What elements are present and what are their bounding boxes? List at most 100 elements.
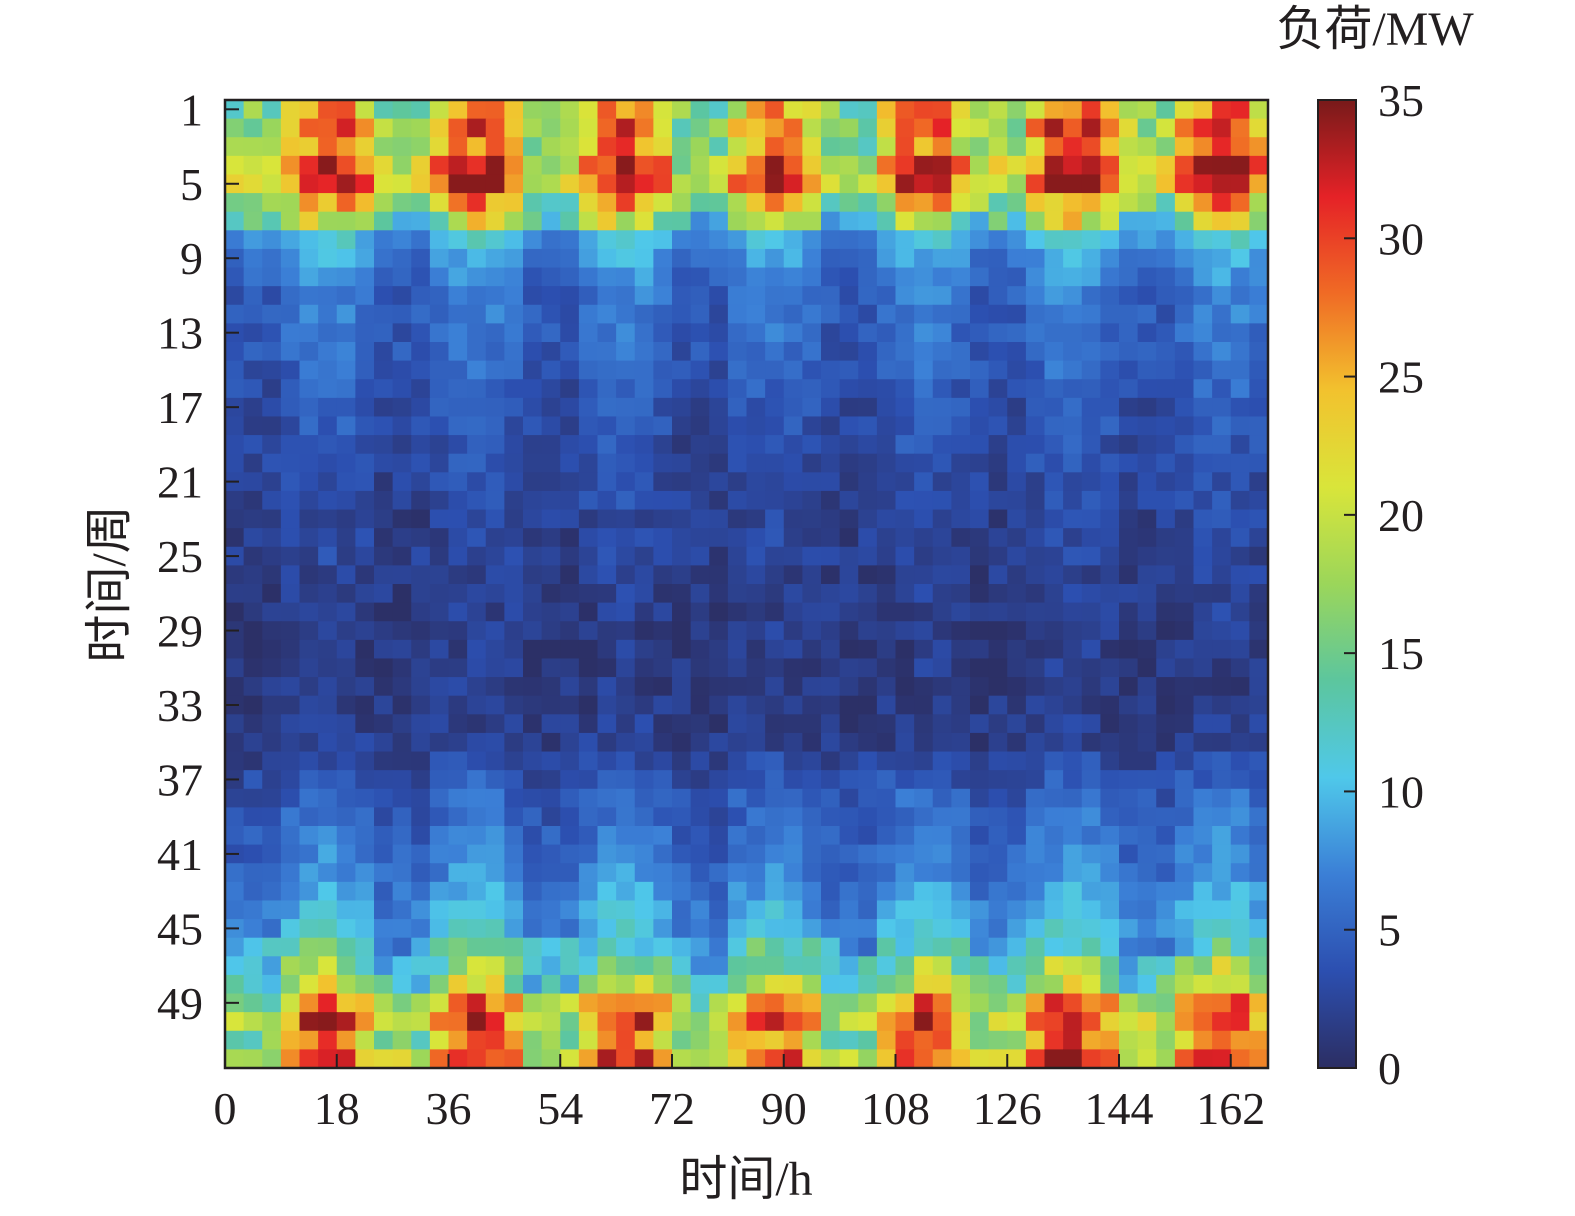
heatmap-cell — [672, 677, 692, 697]
heatmap-cell — [970, 397, 990, 418]
heatmap-cell — [467, 937, 487, 957]
heatmap-cell — [895, 993, 915, 1013]
heatmap-cell — [448, 788, 468, 808]
heatmap-cell — [1081, 788, 1101, 808]
heatmap-cell — [280, 304, 301, 324]
heatmap-cell — [970, 714, 990, 734]
heatmap-cell — [1156, 974, 1176, 995]
heatmap-cell — [243, 826, 263, 846]
heatmap-cell — [970, 1012, 990, 1032]
heatmap-cell — [951, 118, 971, 138]
heatmap-cell — [1007, 174, 1027, 194]
heatmap-cell — [765, 956, 785, 976]
heatmap-cell — [1100, 379, 1120, 399]
heatmap-cell — [932, 453, 952, 473]
heatmap-cell — [1100, 435, 1120, 455]
heatmap-cell — [467, 826, 487, 846]
heatmap-cell — [672, 174, 692, 194]
heatmap-cell — [485, 807, 505, 827]
heatmap-cell — [1174, 584, 1195, 604]
heatmap-cell — [485, 919, 505, 939]
y-tick-label: 5 — [180, 159, 203, 210]
heatmap-cell — [1212, 435, 1232, 455]
heatmap-cell — [821, 304, 841, 324]
heatmap-cell — [541, 584, 561, 604]
heatmap-cell — [243, 304, 263, 324]
heatmap-cell — [1249, 155, 1269, 176]
heatmap-cell — [1230, 677, 1250, 697]
heatmap-cell — [504, 565, 524, 585]
heatmap-cell — [895, 490, 915, 511]
heatmap-cell — [1100, 118, 1120, 138]
heatmap-cell — [523, 509, 543, 529]
heatmap-cell — [914, 379, 934, 399]
heatmap-cell — [914, 993, 934, 1013]
heatmap-cell — [448, 360, 468, 380]
heatmap-cell — [578, 230, 599, 250]
heatmap-cell — [541, 155, 561, 176]
heatmap-cell — [429, 472, 450, 492]
heatmap-cell — [1044, 1030, 1064, 1050]
heatmap-cell — [225, 453, 245, 473]
heatmap-cell — [299, 528, 319, 548]
heatmap-cell — [299, 490, 319, 511]
heatmap-cell — [448, 286, 468, 306]
heatmap-cell — [578, 863, 599, 883]
heatmap-cell — [970, 230, 990, 250]
heatmap-cell — [1007, 416, 1027, 436]
heatmap-cell — [765, 1049, 785, 1069]
heatmap-cell — [802, 230, 822, 250]
heatmap-cell — [243, 193, 263, 213]
heatmap-cell — [1081, 714, 1101, 734]
heatmap-cell — [1137, 360, 1157, 380]
heatmap-cell — [429, 937, 450, 957]
heatmap-cell — [876, 137, 897, 157]
heatmap-cell — [876, 621, 897, 641]
heatmap-cell — [858, 267, 878, 287]
heatmap-cell — [1249, 714, 1269, 734]
heatmap-cell — [374, 1049, 394, 1069]
heatmap-cell — [876, 546, 897, 566]
heatmap-cell — [504, 193, 524, 213]
heatmap-cell — [1137, 155, 1157, 176]
heatmap-cell — [504, 1030, 524, 1050]
heatmap-cell — [988, 174, 1008, 194]
heatmap-cell — [448, 379, 468, 399]
heatmap-cell — [765, 118, 785, 138]
heatmap-cell — [1007, 342, 1027, 362]
heatmap-cell — [225, 435, 245, 455]
heatmap-cell — [914, 360, 934, 380]
heatmap-cell — [1007, 379, 1027, 399]
heatmap-cell — [541, 286, 561, 306]
heatmap-cell — [280, 137, 301, 157]
heatmap-cell — [914, 286, 934, 306]
heatmap-cell — [1193, 1030, 1213, 1050]
heatmap-cell — [876, 490, 897, 511]
heatmap-cell — [616, 602, 636, 622]
heatmap-cell — [560, 993, 580, 1013]
heatmap-cell — [839, 509, 859, 529]
heatmap-cell — [411, 732, 431, 753]
heatmap-cell — [318, 714, 338, 734]
heatmap-cell — [821, 584, 841, 604]
heatmap-cell — [1193, 900, 1213, 920]
heatmap-cell — [448, 770, 468, 790]
heatmap-cell — [914, 658, 934, 678]
heatmap-cell — [355, 881, 375, 902]
heatmap-cell — [1230, 732, 1250, 753]
heatmap-cell — [243, 397, 263, 418]
heatmap-cell — [429, 788, 450, 808]
heatmap-cell — [727, 342, 748, 362]
heatmap-cell — [541, 416, 561, 436]
heatmap-cell — [1193, 584, 1213, 604]
colorbar-title: 负荷/MW — [1276, 3, 1474, 56]
heatmap-cell — [895, 937, 915, 957]
heatmap-cell — [616, 379, 636, 399]
heatmap-cell — [1119, 211, 1139, 231]
heatmap-cell — [914, 714, 934, 734]
heatmap-cell — [970, 211, 990, 231]
heatmap-cell — [467, 621, 487, 641]
heatmap-cell — [1081, 639, 1101, 660]
heatmap-cell — [895, 528, 915, 548]
heatmap-cell — [876, 323, 897, 343]
